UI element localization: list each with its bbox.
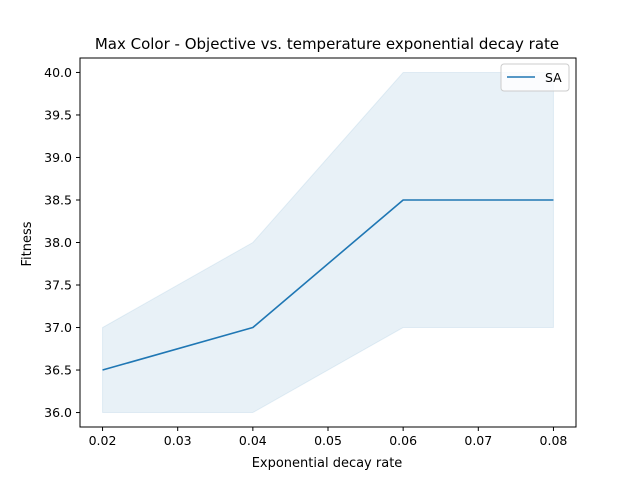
confidence-band-layer [102,71,554,414]
y-tick-label: 36.5 [44,363,72,378]
legend-label-sa: SA [545,70,562,85]
y-tick-label: 38.5 [44,192,72,207]
x-tick-label: 0.04 [239,433,267,448]
y-tick-label: 36.0 [44,405,72,420]
y-axis-ticks: 36.0 36.5 37.0 37.5 38.0 38.5 39.0 39.5 40.0 [44,65,80,420]
series-line-layer [102,199,554,371]
y-axis-title: Fitness [20,221,35,266]
x-tick-label: 0.03 [164,433,192,448]
x-tick-label: 0.07 [464,433,492,448]
chart-title: Max Color - Objective vs. temperature ex… [95,35,559,53]
x-tick-label: 0.02 [89,433,117,448]
x-tick-label: 0.08 [540,433,568,448]
x-tick-label: 0.06 [389,433,417,448]
x-axis-ticks: 0.02 0.03 0.04 0.05 0.06 0.07 0.08 [89,427,568,448]
plot-area [102,71,554,414]
y-tick-label: 40.0 [44,65,72,80]
y-tick-label: 37.5 [44,278,72,293]
y-tick-label: 38.0 [44,235,72,250]
x-axis-title: Exponential decay rate [252,456,403,471]
confidence-band [102,71,554,414]
x-tick-label: 0.05 [314,433,342,448]
series-line [102,199,554,371]
y-tick-label: 39.5 [44,107,72,122]
y-tick-label: 37.0 [44,320,72,335]
legend: SA [500,63,570,92]
y-tick-label: 39.0 [44,150,72,165]
